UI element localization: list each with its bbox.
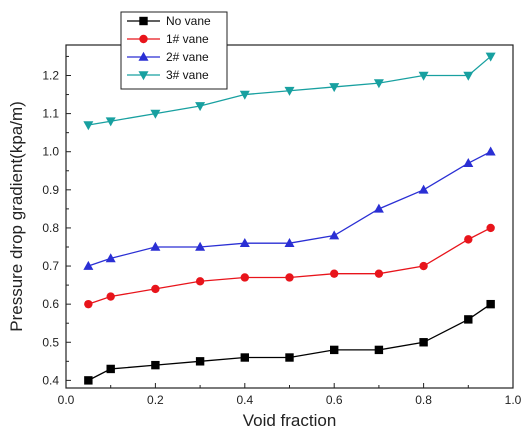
- data-point: [374, 269, 384, 278]
- data-point: [239, 90, 250, 100]
- data-point: [330, 269, 339, 278]
- data-point: [195, 102, 206, 112]
- x-tick-label: 0.8: [415, 393, 432, 407]
- data-point: [83, 260, 94, 270]
- legend-label: 2# vane: [166, 50, 209, 64]
- data-point: [151, 360, 160, 370]
- legend-swatch-marker: [139, 34, 148, 44]
- data-point: [284, 86, 295, 96]
- y-tick-label: 1.2: [42, 68, 59, 82]
- data-point: [330, 345, 339, 355]
- y-tick-label: 0.7: [42, 259, 59, 273]
- y-tick-label: 0.8: [42, 221, 59, 235]
- data-point: [106, 292, 115, 301]
- data-point: [150, 241, 161, 251]
- legend-label: 3# vane: [166, 68, 209, 82]
- x-tick-label: 0.6: [326, 393, 343, 407]
- y-tick-label: 0.9: [42, 183, 59, 197]
- data-point: [151, 284, 160, 294]
- series-1: [84, 299, 495, 385]
- x-tick-label: 1.0: [505, 393, 522, 407]
- data-point: [285, 273, 294, 282]
- legend-swatch-marker: [138, 71, 149, 81]
- data-point: [195, 277, 205, 286]
- data-point: [419, 261, 428, 271]
- y-tick-label: 0.5: [42, 335, 59, 349]
- data-point: [485, 52, 496, 62]
- data-point: [106, 364, 115, 374]
- data-point: [329, 83, 340, 93]
- x-tick-label: 0.4: [236, 393, 253, 407]
- data-point: [463, 157, 474, 167]
- legend: No vane 1# vane 2# vane 3# vane: [120, 11, 228, 90]
- x-axis: 0.0 0.2 0.4 0.6 0.8 1.0: [58, 383, 522, 407]
- series-3: [83, 146, 496, 270]
- data-point: [105, 117, 116, 127]
- x-tick-label: 0.2: [147, 393, 164, 407]
- series-2: [84, 223, 495, 309]
- data-point: [373, 203, 384, 213]
- data-point: [84, 376, 93, 385]
- data-point: [285, 353, 294, 362]
- x-axis-label: Void fraction: [243, 411, 337, 430]
- data-point: [239, 237, 250, 247]
- data-point: [418, 71, 429, 81]
- data-point: [373, 79, 384, 89]
- legend-label: 1# vane: [166, 32, 209, 46]
- data-point: [329, 230, 340, 240]
- series-layer: [83, 52, 496, 385]
- data-point: [485, 146, 496, 156]
- y-tick-label: 1.1: [42, 107, 59, 121]
- y-axis: 0.4 0.5 0.6 0.7 0.8 0.9 1.0 1.1 1.2: [42, 55, 71, 387]
- legend-box: [120, 11, 228, 90]
- legend-swatch-marker: [138, 51, 149, 61]
- plot-area-frame: [65, 44, 514, 389]
- legend-swatch-marker: [139, 16, 148, 26]
- data-point: [486, 223, 495, 233]
- data-point: [240, 353, 249, 362]
- data-point: [464, 315, 473, 324]
- series-line: [88, 303, 492, 381]
- legend-label: No vane: [166, 14, 211, 28]
- data-point: [419, 338, 428, 347]
- y-axis-label: Pressure drop gradient(kpa/m): [7, 101, 26, 332]
- x-tick-label: 0.0: [58, 393, 75, 407]
- data-point: [374, 345, 384, 355]
- data-point: [84, 299, 93, 309]
- y-tick-label: 1.0: [42, 145, 59, 159]
- data-point: [83, 121, 94, 131]
- series-line: [88, 151, 491, 267]
- data-point: [195, 241, 206, 251]
- data-point: [105, 253, 116, 263]
- data-point: [463, 71, 474, 81]
- data-point: [486, 299, 495, 309]
- y-tick-label: 0.4: [42, 373, 59, 387]
- data-point: [284, 237, 295, 247]
- data-point: [464, 235, 473, 244]
- series-4: [83, 52, 496, 131]
- data-point: [240, 273, 249, 282]
- data-point: [418, 184, 429, 194]
- y-tick-label: 0.6: [42, 297, 59, 311]
- data-point: [150, 109, 161, 119]
- data-point: [195, 357, 205, 366]
